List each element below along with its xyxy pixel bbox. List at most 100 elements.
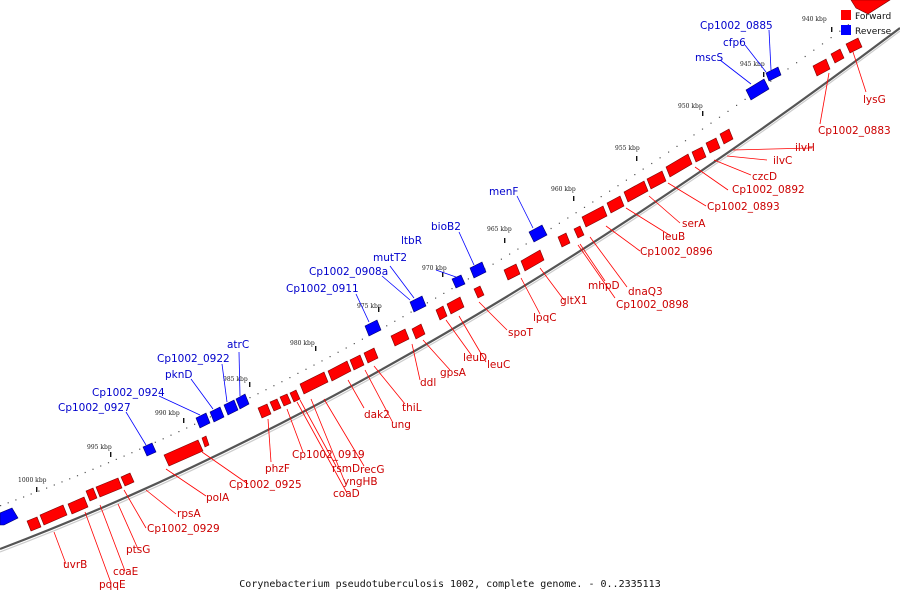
gene-label-ltbr[interactable]: ltbR — [401, 235, 422, 247]
gene-label-cfp6[interactable]: cfp6 — [723, 37, 746, 49]
gene-label-cp1002-0885[interactable]: Cp1002_0885 — [700, 20, 773, 32]
gene-label-dak2[interactable]: dak2 — [364, 409, 390, 421]
gene-block[interactable] — [257, 403, 272, 419]
gene-label-leub[interactable]: leuB — [662, 231, 685, 243]
gene-block[interactable] — [812, 58, 831, 77]
gene-block[interactable] — [269, 398, 282, 412]
gene-label-cp1002-0896[interactable]: Cp1002_0896 — [640, 246, 713, 258]
gene-block[interactable] — [142, 442, 157, 457]
gene-block[interactable] — [390, 328, 410, 347]
gene-block[interactable] — [327, 360, 352, 382]
gene-block[interactable] — [409, 295, 427, 313]
gene-block[interactable] — [289, 389, 301, 403]
gene-label-ilvc[interactable]: ilvC — [773, 155, 792, 167]
gene-label-cp1002-0908a[interactable]: Cp1002_0908a — [309, 266, 388, 278]
gene-block[interactable] — [235, 393, 250, 410]
gene-block[interactable] — [623, 180, 649, 203]
gene-label-cp1002-0911[interactable]: Cp1002_0911 — [286, 283, 359, 295]
gene-block[interactable] — [473, 285, 485, 299]
gene-block[interactable] — [719, 128, 734, 145]
gene-label-cp1002-0883[interactable]: Cp1002_0883 — [818, 125, 891, 137]
gene-block[interactable] — [451, 274, 466, 289]
gene-block[interactable] — [363, 347, 379, 364]
gene-label-ddl[interactable]: ddl — [420, 377, 436, 389]
gene-label-recg[interactable]: recG — [360, 464, 384, 476]
gene-label-biob2[interactable]: bioB2 — [431, 221, 461, 233]
gene-label-sera[interactable]: serA — [682, 218, 706, 230]
gene-label-cp1002-0892[interactable]: Cp1002_0892 — [732, 184, 805, 196]
gene-block[interactable] — [435, 305, 448, 321]
gene-label-coae[interactable]: coaE — [113, 566, 138, 578]
gene-label-menf[interactable]: menF — [489, 186, 518, 198]
gene-label-thil[interactable]: thiL — [402, 402, 422, 414]
gene-label-yngHB[interactable]: yngHB — [343, 476, 378, 488]
gene-label-ptsg[interactable]: ptsG — [126, 544, 150, 556]
gene-label-lysg[interactable]: lysG — [863, 94, 886, 106]
gene-label-spot[interactable]: spoT — [508, 327, 534, 339]
gene-label-pqqe[interactable]: pqqE — [99, 579, 126, 591]
gene-label-mhpd[interactable]: mhpD — [588, 280, 620, 292]
gene-block[interactable] — [469, 261, 487, 279]
gene-block[interactable] — [446, 296, 465, 315]
gene-label-gltx1[interactable]: gltX1 — [560, 295, 588, 307]
gene-block[interactable] — [0, 507, 19, 526]
gene-label-cp1002-0922[interactable]: Cp1002_0922 — [157, 353, 230, 365]
gene-block[interactable] — [299, 371, 329, 395]
gene-block[interactable] — [606, 195, 625, 214]
gene-block[interactable] — [201, 435, 210, 448]
gene-block[interactable] — [691, 146, 707, 163]
gene-label-ilvh[interactable]: ilvH — [795, 142, 815, 154]
gene-label-czcd[interactable]: czcD — [752, 171, 777, 183]
gene-block[interactable] — [765, 66, 782, 82]
gene-block[interactable] — [830, 48, 845, 64]
gene-label-uvrb[interactable]: uvrB — [63, 559, 87, 571]
gene-block[interactable] — [209, 406, 225, 423]
gene-label-cp1002-0929[interactable]: Cp1002_0929 — [147, 523, 220, 535]
gene-block[interactable] — [364, 319, 382, 337]
gene-block[interactable] — [411, 323, 426, 340]
gene-block[interactable] — [349, 354, 365, 371]
gene-block[interactable] — [67, 496, 89, 515]
gene-block[interactable] — [195, 412, 211, 429]
gene-label-coad[interactable]: coaD — [333, 488, 360, 500]
gene-label-leuc[interactable]: leuC — [487, 359, 510, 371]
gene-label-cp1002-0898[interactable]: Cp1002_0898 — [616, 299, 689, 311]
gene-label-rpsa[interactable]: rpsA — [177, 508, 201, 520]
gene-label-lpqc[interactable]: lpqC — [533, 312, 557, 324]
gene-label-pola[interactable]: polA — [206, 492, 230, 504]
gene-label-cp1002-0927[interactable]: Cp1002_0927 — [58, 402, 131, 414]
gene-block[interactable] — [745, 78, 770, 101]
gene-block[interactable] — [503, 263, 521, 281]
gene-label-gpsa[interactable]: gpsA — [440, 367, 467, 379]
gene-block[interactable] — [26, 516, 42, 532]
gene-block[interactable] — [223, 399, 239, 416]
gene-label-atrc[interactable]: atrC — [227, 339, 249, 351]
gene-block[interactable] — [39, 504, 68, 526]
gene-label-mscs[interactable]: mscS — [695, 52, 723, 64]
gene-block[interactable] — [665, 153, 693, 178]
gene-label-cp1002-0925[interactable]: Cp1002_0925 — [229, 479, 302, 491]
gene-label-cp1002-0924[interactable]: Cp1002_0924 — [92, 387, 165, 399]
gene-block[interactable] — [705, 137, 721, 154]
gene-block[interactable] — [85, 487, 98, 502]
gene-block[interactable] — [557, 232, 571, 248]
gene-label-cp1002-0919[interactable]: Cp1002_0919 — [292, 449, 365, 461]
gene-block[interactable] — [573, 225, 585, 239]
gene-block[interactable] — [95, 477, 123, 498]
gene-label-ung[interactable]: ung — [391, 419, 411, 431]
gene-label-mutt2[interactable]: mutT2 — [373, 252, 407, 264]
gene-label-cp1002-0893[interactable]: Cp1002_0893 — [707, 201, 780, 213]
gene-block[interactable] — [279, 393, 292, 407]
gene-block[interactable] — [120, 472, 135, 487]
gene-block[interactable] — [845, 37, 863, 54]
gene-block[interactable] — [520, 249, 545, 272]
gene-label-pknd[interactable]: pknD — [165, 369, 193, 381]
gene-block[interactable] — [646, 170, 667, 190]
gene-label-leud[interactable]: leuD — [463, 352, 487, 364]
gene-block[interactable] — [581, 205, 608, 228]
gene-block[interactable] — [163, 439, 204, 467]
gene-label-phzf[interactable]: phzF — [265, 463, 290, 475]
gene-block[interactable] — [528, 224, 548, 243]
gene-label-dnaq3[interactable]: dnaQ3 — [628, 286, 663, 298]
gene-label-rsmd[interactable]: rsmD — [332, 463, 360, 475]
